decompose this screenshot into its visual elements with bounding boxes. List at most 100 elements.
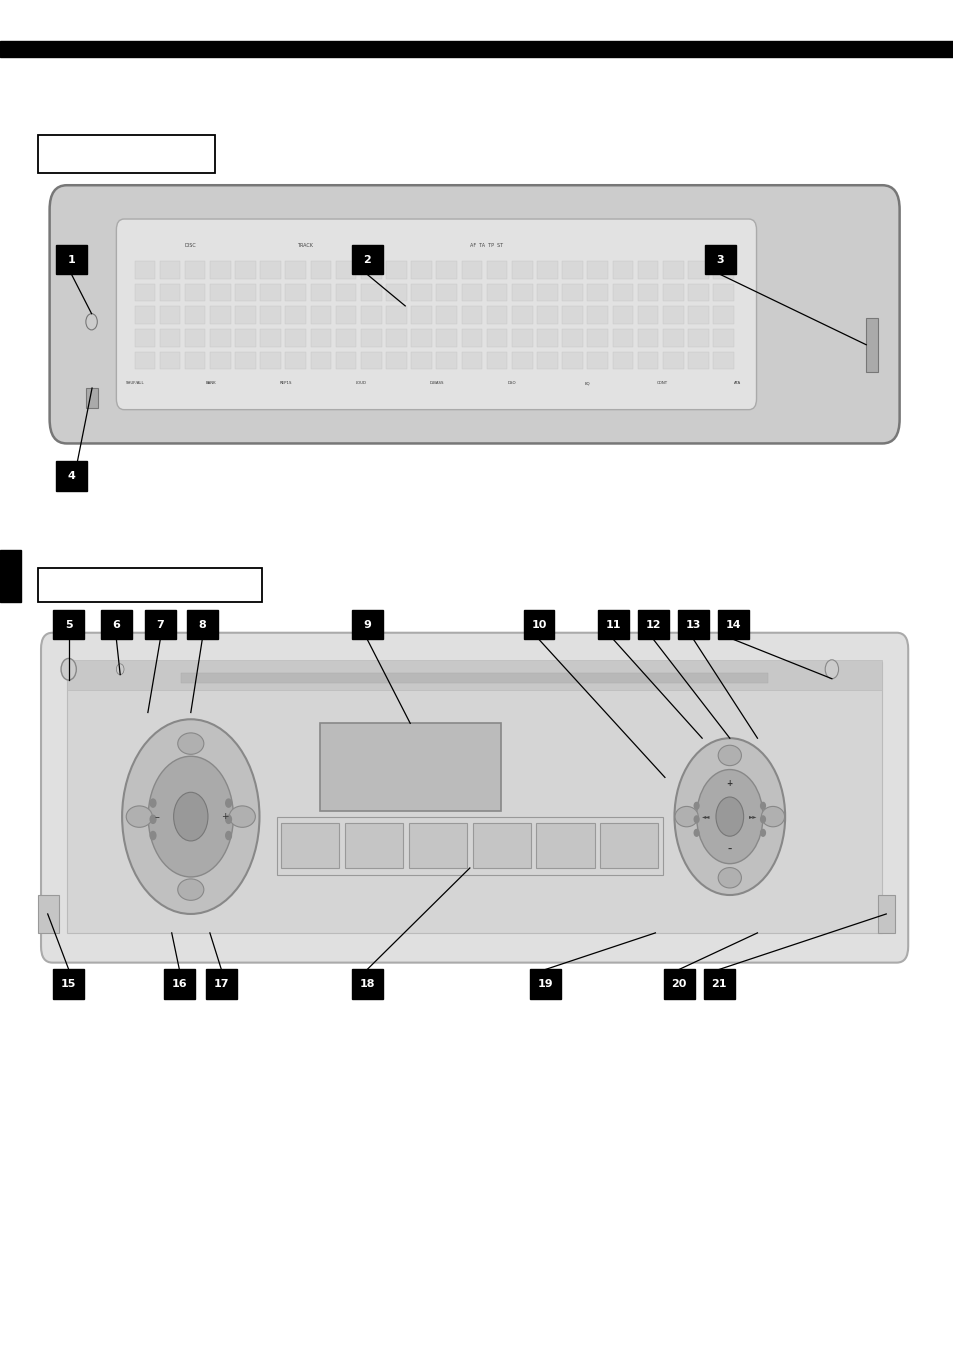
Bar xyxy=(598,610,628,639)
Ellipse shape xyxy=(126,806,152,827)
Text: –: – xyxy=(727,845,731,854)
Bar xyxy=(637,284,658,301)
Bar xyxy=(587,284,607,301)
Bar xyxy=(587,329,607,346)
Bar xyxy=(637,352,658,369)
Bar xyxy=(159,261,180,279)
Bar xyxy=(612,261,633,279)
Bar xyxy=(352,969,382,999)
Bar xyxy=(185,284,205,301)
Bar xyxy=(461,329,482,346)
Bar xyxy=(386,352,406,369)
Bar xyxy=(234,307,255,324)
Ellipse shape xyxy=(760,806,783,827)
Bar xyxy=(411,284,432,301)
Bar xyxy=(687,261,708,279)
Bar xyxy=(561,307,582,324)
Circle shape xyxy=(760,829,764,836)
Bar xyxy=(234,284,255,301)
Ellipse shape xyxy=(718,868,740,888)
Bar xyxy=(210,352,231,369)
Bar xyxy=(159,307,180,324)
Bar xyxy=(185,307,205,324)
Bar xyxy=(134,307,155,324)
Bar xyxy=(512,284,532,301)
Bar xyxy=(134,352,155,369)
Text: DSO: DSO xyxy=(507,381,516,385)
Bar xyxy=(587,352,607,369)
Text: DISC: DISC xyxy=(185,243,196,249)
Ellipse shape xyxy=(718,745,740,765)
Bar xyxy=(411,261,432,279)
Bar xyxy=(260,307,281,324)
Text: 17: 17 xyxy=(213,979,229,990)
Text: 10: 10 xyxy=(531,619,546,630)
Bar xyxy=(561,261,582,279)
Bar xyxy=(260,329,281,346)
Bar xyxy=(386,284,406,301)
Bar xyxy=(335,261,356,279)
Bar xyxy=(56,245,87,274)
Circle shape xyxy=(122,719,259,914)
Bar xyxy=(386,307,406,324)
Circle shape xyxy=(150,799,155,807)
Bar xyxy=(285,307,306,324)
Bar xyxy=(276,817,662,875)
Bar xyxy=(386,261,406,279)
Bar xyxy=(234,261,255,279)
Bar xyxy=(311,284,331,301)
Bar xyxy=(662,284,683,301)
Bar xyxy=(877,895,894,933)
Text: –: – xyxy=(153,811,159,822)
Bar xyxy=(612,284,633,301)
Bar xyxy=(637,329,658,346)
Bar xyxy=(436,284,456,301)
Bar xyxy=(311,307,331,324)
Bar xyxy=(587,261,607,279)
Bar xyxy=(537,329,558,346)
Text: 16: 16 xyxy=(172,979,187,990)
Bar xyxy=(713,284,733,301)
Bar xyxy=(537,352,558,369)
Bar xyxy=(678,610,708,639)
Text: 2: 2 xyxy=(363,254,371,265)
FancyBboxPatch shape xyxy=(116,219,756,410)
Text: 12: 12 xyxy=(645,619,660,630)
Bar xyxy=(101,610,132,639)
Bar xyxy=(637,261,658,279)
Bar xyxy=(486,329,507,346)
Circle shape xyxy=(148,756,233,877)
Bar xyxy=(67,662,882,933)
Bar xyxy=(561,329,582,346)
Bar xyxy=(486,307,507,324)
Bar xyxy=(486,352,507,369)
Bar xyxy=(662,261,683,279)
Bar xyxy=(210,284,231,301)
Bar xyxy=(436,307,456,324)
Bar xyxy=(486,261,507,279)
Bar xyxy=(537,261,558,279)
Circle shape xyxy=(86,314,97,330)
Circle shape xyxy=(824,660,838,679)
Bar xyxy=(285,261,306,279)
Text: 21: 21 xyxy=(711,979,726,990)
Bar xyxy=(523,610,554,639)
Text: BANK: BANK xyxy=(205,381,215,385)
FancyBboxPatch shape xyxy=(41,633,907,963)
Bar xyxy=(38,895,59,933)
Bar xyxy=(285,284,306,301)
Bar xyxy=(0,550,21,602)
Bar xyxy=(512,261,532,279)
Text: 11: 11 xyxy=(605,619,620,630)
Bar xyxy=(612,307,633,324)
Text: SHUF/ALL: SHUF/ALL xyxy=(126,381,145,385)
Bar xyxy=(662,307,683,324)
Bar xyxy=(335,307,356,324)
Bar xyxy=(345,823,403,868)
Bar xyxy=(181,673,767,683)
Bar xyxy=(360,352,381,369)
Bar xyxy=(537,307,558,324)
Bar xyxy=(159,284,180,301)
Text: 8: 8 xyxy=(198,619,206,630)
Bar xyxy=(360,284,381,301)
